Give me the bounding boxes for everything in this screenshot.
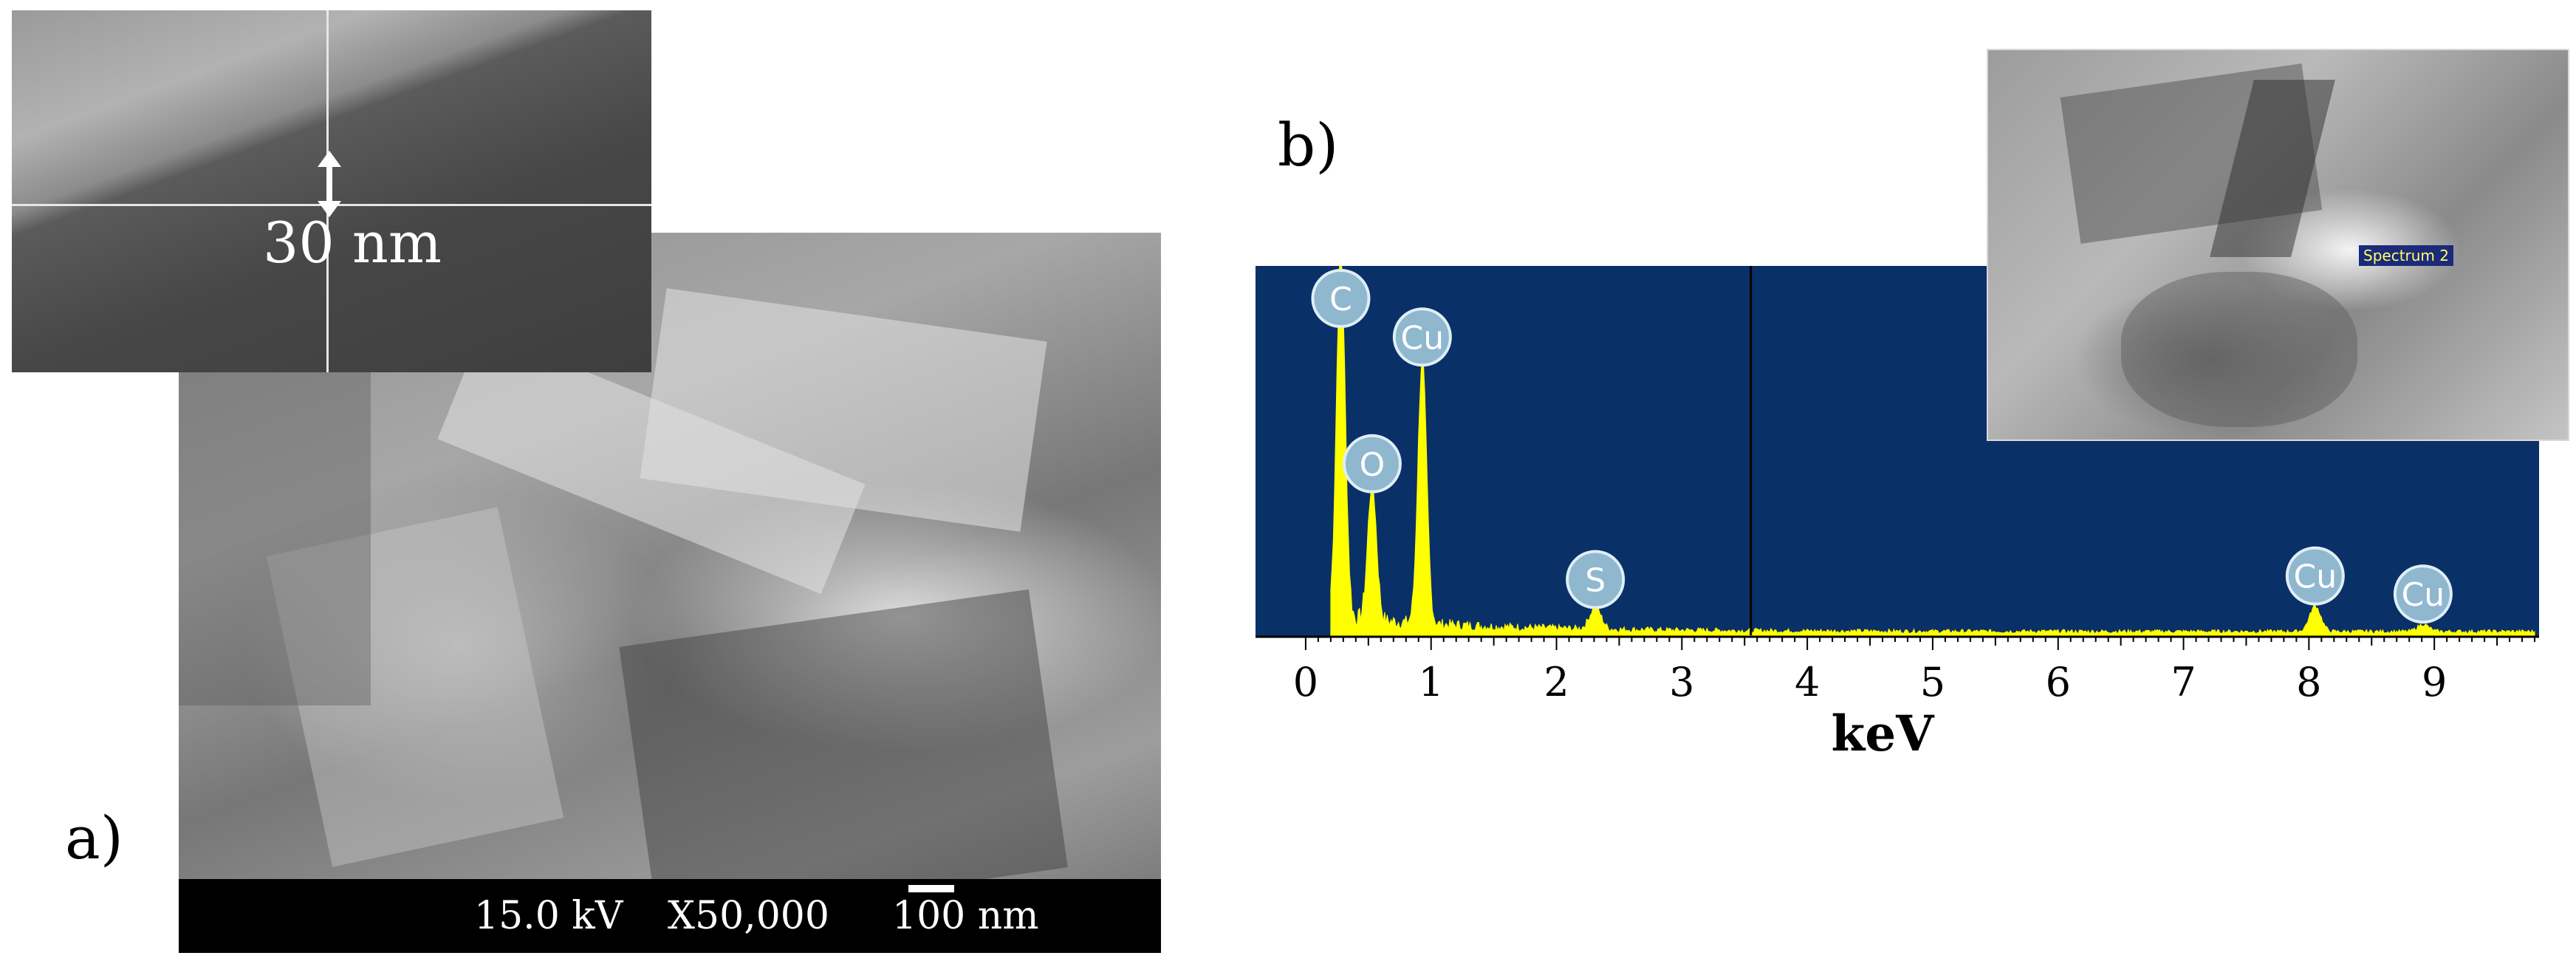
peak-label-c: C (1329, 281, 1352, 318)
cross-section-inset: 30 nm (12, 10, 651, 372)
thickness-arrow-icon (318, 151, 341, 217)
peak-label-badge (1311, 269, 1371, 328)
magnification-label: X50,000 (668, 894, 829, 938)
thickness-label: 30 nm (263, 210, 442, 276)
peak-label-o: O (1360, 446, 1385, 484)
x-tick-label: 8 (2296, 659, 2321, 705)
peak-label-badge (2393, 564, 2453, 624)
peak-label-s: S (1585, 562, 1606, 600)
x-tick-label: 4 (1795, 659, 1820, 705)
voltage-label: 15.0 kV (474, 894, 623, 938)
peak-label-badge (1392, 307, 1452, 367)
x-axis-title: keV (1832, 705, 1936, 762)
x-tick-label: 7 (2171, 659, 2196, 705)
x-tick-label: 9 (2422, 659, 2447, 705)
x-tick-label: 1 (1419, 659, 1444, 705)
spectrum-series (1330, 266, 2535, 636)
panel-b-letter: b) (1278, 111, 1339, 180)
x-tick-label: 0 (1293, 659, 1318, 705)
scale-bar (908, 885, 954, 892)
peak-label-badge (2285, 546, 2345, 606)
peak-label-badge (1342, 434, 1402, 493)
x-tick-label: 6 (2046, 659, 2071, 705)
sem-info-bar: 15.0 kV X50,000 100 nm (179, 879, 1161, 953)
scale-label: 100 nm (892, 894, 1039, 938)
x-tick-label: 2 (1544, 659, 1569, 705)
tem-inset: Spectrum 2 (1987, 49, 2569, 441)
peak-label-badge (1566, 550, 1626, 609)
peak-label-cu: Cu (1401, 319, 1445, 357)
panel-a-letter: a) (65, 804, 123, 872)
peak-label-cu: Cu (2402, 576, 2445, 614)
peak-label-cu: Cu (2294, 558, 2337, 596)
spectrum-tag: Spectrum 2 (2359, 245, 2453, 266)
x-tick-label: 5 (1920, 659, 1945, 705)
x-tick-label: 3 (1669, 659, 1694, 705)
